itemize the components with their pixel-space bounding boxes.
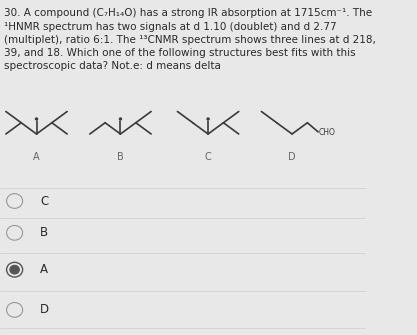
Text: C: C [205,152,211,162]
Text: B: B [117,152,124,162]
Text: 30. A compound (C₇H₁₄O) has a strong IR absorption at 1715cm⁻¹. The
¹HNMR spectr: 30. A compound (C₇H₁₄O) has a strong IR … [4,8,376,71]
Circle shape [35,118,38,120]
Circle shape [10,265,19,274]
Text: CHO: CHO [319,128,336,137]
Text: A: A [40,263,48,276]
Text: D: D [288,152,296,162]
Text: A: A [33,152,40,162]
Text: C: C [40,195,48,207]
Circle shape [119,118,122,120]
Text: D: D [40,304,49,316]
Circle shape [207,118,209,120]
Text: B: B [40,226,48,239]
